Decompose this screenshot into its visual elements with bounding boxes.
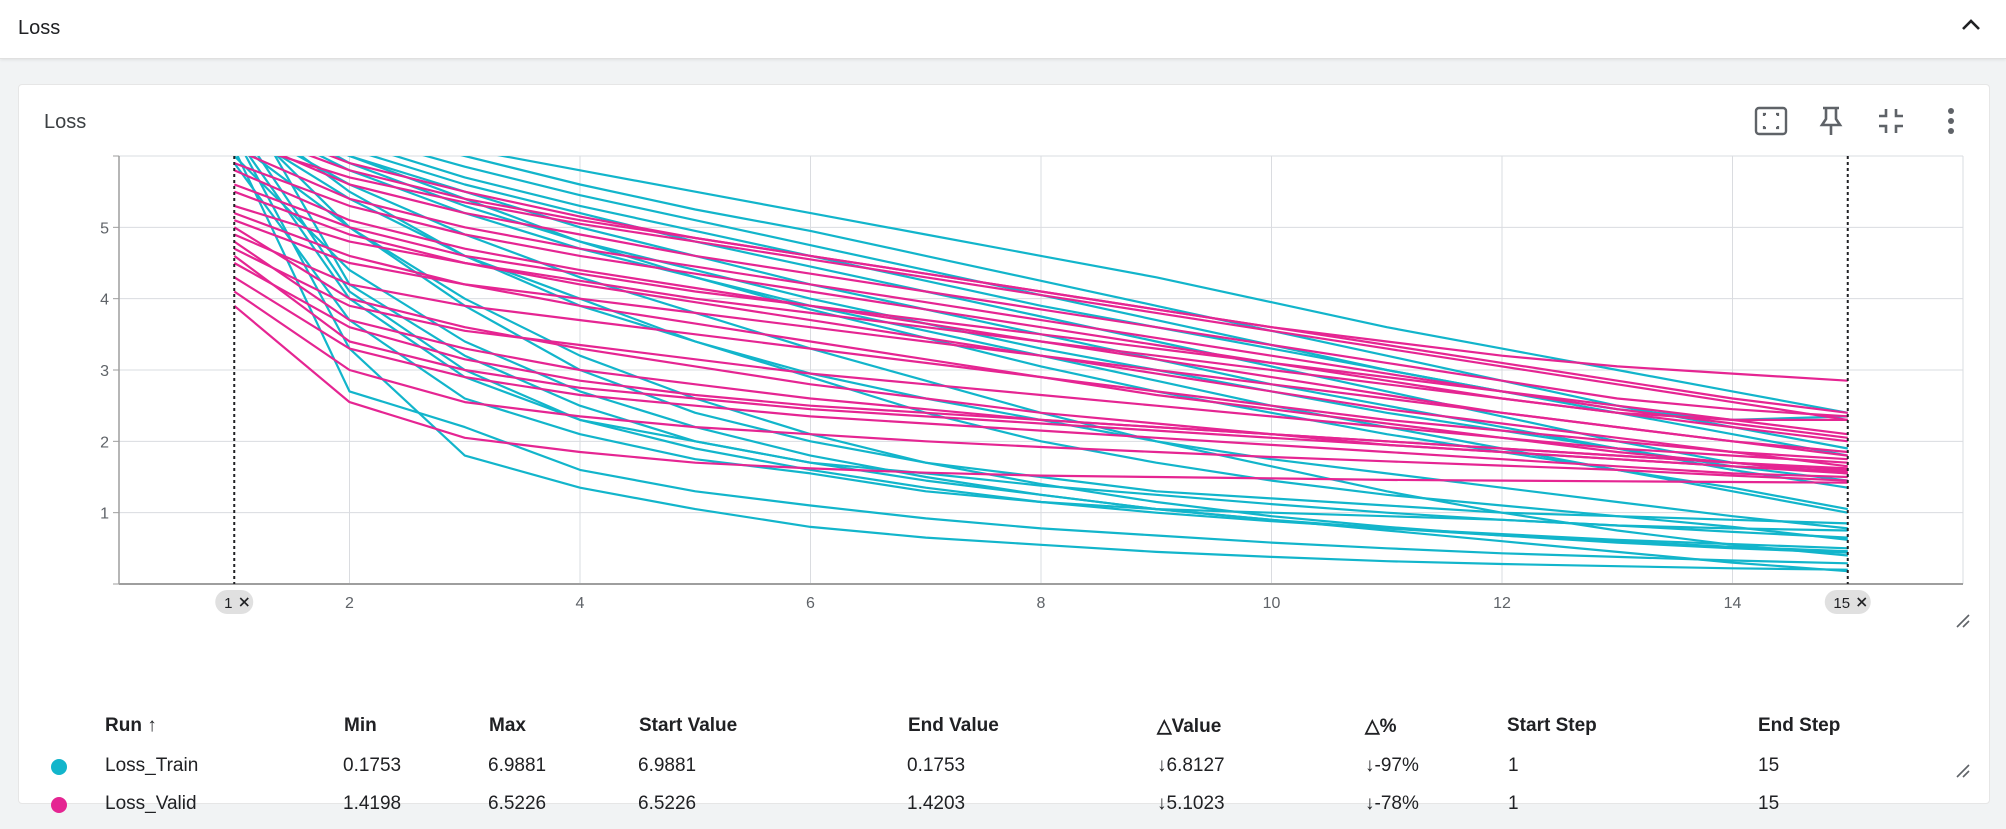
header-end-step[interactable]: End Step: [1758, 715, 1841, 736]
run-name: Loss_Valid: [105, 793, 197, 814]
y-tick-label: 5: [100, 220, 109, 237]
header-min[interactable]: Min: [344, 715, 377, 736]
y-tick-label: 4: [100, 292, 109, 309]
card-resize-handle[interactable]: [1955, 763, 1971, 779]
delta-value: ↓6.8127: [1157, 755, 1225, 776]
train-series-line: [460, 156, 1849, 450]
train-series-line: [244, 156, 1848, 571]
run-name: Loss_Train: [105, 755, 199, 776]
chart-card: Loss 1 2 3 4 5 2 4 6 8 10 12 14 1 15 Run ↑ Min Max: [18, 84, 1990, 814]
train-series-line: [334, 156, 1848, 482]
range-start-marker-label: 1: [224, 595, 232, 612]
x-tick-label: 12: [1493, 595, 1511, 612]
end-step: 15: [1758, 793, 1780, 814]
x-tick-label: 14: [1724, 595, 1742, 612]
y-tick-label: 2: [100, 434, 109, 451]
x-tick-label: 4: [576, 595, 585, 612]
valid-series-line: [233, 212, 1848, 475]
min-value: 1.4198: [343, 793, 402, 814]
x-tick-label: 10: [1263, 595, 1281, 612]
valid-series-line: [233, 169, 1848, 457]
train-series-line: [247, 156, 1848, 550]
valid-series-line: [247, 156, 1848, 439]
start-step: 1: [1508, 793, 1519, 814]
section-title: Loss: [18, 17, 61, 39]
valid-series-line: [233, 183, 1848, 436]
end-step: 15: [1758, 755, 1780, 776]
train-series-line: [275, 156, 1848, 525]
min-value: 0.1753: [343, 755, 402, 776]
table-row[interactable]: Loss_Valid 1.4198 6.5226 6.5226 1.4203 ↓…: [37, 793, 1987, 829]
card-title: Loss: [44, 111, 87, 133]
train-series-line: [391, 156, 1849, 457]
range-end-marker-chip[interactable]: [1824, 590, 1871, 614]
series-color-dot: [51, 759, 67, 775]
valid-series-line: [233, 240, 1848, 470]
resize-icon: [1956, 614, 1970, 628]
exit-fullscreen-button[interactable]: [1871, 101, 1911, 141]
train-series-line: [236, 156, 1848, 565]
end-value: 0.1753: [907, 755, 966, 776]
fit-to-domain-icon: [1754, 106, 1788, 136]
end-value: 1.4203: [907, 793, 966, 814]
range-end-marker-label: 15: [1833, 595, 1850, 612]
close-icon[interactable]: [1857, 597, 1867, 607]
max-value: 6.9881: [488, 755, 547, 776]
delta-percent: ↓-97%: [1365, 755, 1419, 776]
header-delta-value[interactable]: △Value: [1157, 716, 1222, 737]
header-max[interactable]: Max: [489, 715, 526, 736]
section-header: Loss: [0, 0, 2006, 59]
chevron-up-icon: [1962, 19, 1980, 30]
fullscreen-exit-icon: [1879, 109, 1903, 133]
more-vert-icon: [1948, 108, 1954, 134]
pin-button[interactable]: [1811, 101, 1851, 141]
valid-series-line: [233, 276, 1848, 479]
train-series-line: [233, 156, 1848, 553]
delta-value: ↓5.1023: [1157, 793, 1225, 814]
delta-percent: ↓-78%: [1365, 793, 1419, 814]
valid-series-line: [233, 304, 1848, 484]
range-start-marker-chip[interactable]: [215, 590, 254, 614]
resize-icon: [1956, 764, 1970, 778]
collapse-section-button[interactable]: [1956, 10, 1986, 40]
valid-series-line: [233, 247, 1848, 464]
valid-series-line: [307, 156, 1848, 414]
valid-series-line: [233, 290, 1848, 482]
series-color-dot: [51, 797, 67, 813]
x-tick-label: 2: [345, 595, 354, 612]
x-tick-label: 8: [1037, 595, 1046, 612]
start-value: 6.9881: [638, 755, 697, 776]
valid-series-line: [276, 156, 1848, 421]
plot-lines: [233, 156, 1849, 573]
y-tick-label: 1: [100, 506, 109, 523]
more-options-button[interactable]: [1931, 101, 1971, 141]
header-start-step[interactable]: Start Step: [1507, 715, 1597, 736]
max-value: 6.5226: [488, 793, 547, 814]
header-end-value[interactable]: End Value: [908, 715, 999, 736]
table-row[interactable]: Loss_Train 0.1753 6.9881 6.9881 0.1753 ↓…: [37, 755, 1987, 791]
chart-resize-handle[interactable]: [1955, 613, 1971, 629]
pin-icon: [1819, 106, 1843, 135]
header-start-value[interactable]: Start Value: [639, 715, 738, 736]
valid-series-line: [233, 255, 1848, 473]
valid-series-line: [280, 156, 1848, 418]
header-run[interactable]: Run ↑: [105, 715, 157, 736]
close-icon[interactable]: [239, 597, 249, 607]
start-step: 1: [1508, 755, 1519, 776]
y-tick-label: 3: [100, 363, 109, 380]
fit-to-domain-button[interactable]: [1751, 101, 1791, 141]
start-value: 6.5226: [638, 793, 697, 814]
header-delta-percent[interactable]: △%: [1365, 716, 1397, 737]
valid-series-line: [233, 190, 1848, 468]
x-tick-label: 6: [806, 595, 815, 612]
